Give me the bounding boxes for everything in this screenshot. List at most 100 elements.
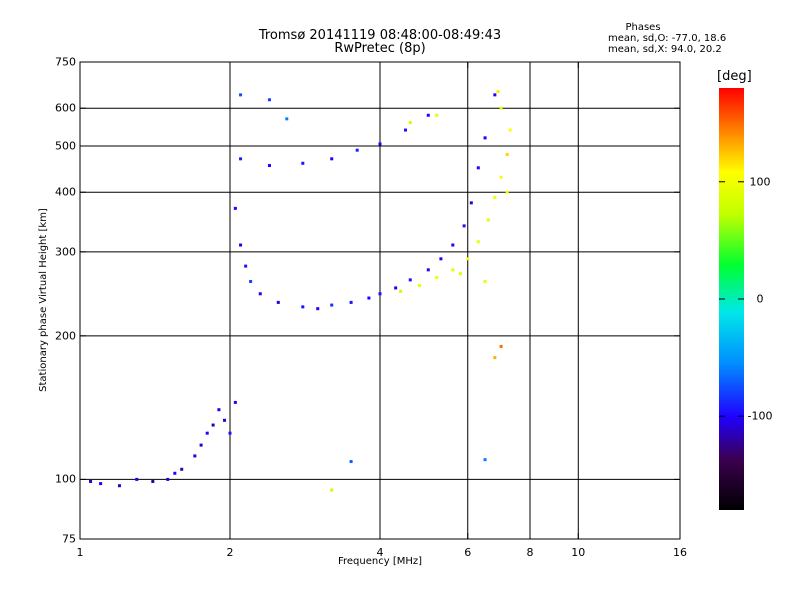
data-point <box>244 264 248 268</box>
data-point <box>151 479 155 483</box>
data-point <box>399 289 403 293</box>
data-point <box>426 113 430 117</box>
data-point <box>462 224 466 228</box>
data-point <box>451 243 455 247</box>
data-point <box>239 243 243 247</box>
data-point <box>476 240 480 244</box>
data-point <box>233 400 237 404</box>
colorbar-tick-label: 0 <box>756 292 764 306</box>
data-point <box>199 443 203 447</box>
data-point <box>499 344 503 348</box>
data-point <box>403 128 407 132</box>
data-point <box>466 257 470 261</box>
data-point <box>316 307 320 311</box>
stats-title: Phases <box>625 22 661 33</box>
data-point <box>349 300 353 304</box>
data-point <box>499 175 503 179</box>
data-point <box>301 161 305 165</box>
data-point <box>173 471 177 475</box>
chart-subtitle: RwPretec (8p) <box>334 41 426 56</box>
data-point <box>223 418 227 422</box>
y-tick-label: 600 <box>55 101 76 115</box>
data-point <box>408 121 412 125</box>
x-tick-label: 16 <box>673 546 687 559</box>
points-layer <box>89 90 512 492</box>
colorbar-tick-label: -100 <box>747 409 773 423</box>
data-point <box>508 128 512 132</box>
data-point <box>330 303 334 307</box>
data-point <box>193 454 197 458</box>
chart-title: Tromsø 20141119 08:48:00-08:49:43 <box>258 28 502 43</box>
data-point <box>367 296 371 300</box>
data-point <box>267 98 271 102</box>
data-point <box>493 356 497 360</box>
data-point <box>435 113 439 117</box>
data-point <box>217 408 221 412</box>
data-point <box>135 477 139 481</box>
stats-o: mean, sd,O: -77.0, 18.6 <box>608 33 727 44</box>
x-tick-label: 1 <box>76 546 84 559</box>
ticks-layer <box>79 61 681 540</box>
data-point <box>499 106 503 110</box>
colorbar-title: [deg] <box>717 69 752 84</box>
y-tick-label: 100 <box>55 472 76 486</box>
grid-layer <box>80 62 680 539</box>
y-tick-label: 400 <box>55 185 76 199</box>
data-point <box>330 157 334 161</box>
x-tick-label: 8 <box>526 546 534 559</box>
data-point <box>417 283 421 287</box>
data-point <box>249 279 253 283</box>
data-point <box>117 484 121 488</box>
data-point <box>496 90 500 94</box>
data-point <box>276 300 280 304</box>
data-point <box>205 431 209 435</box>
data-point <box>233 206 237 210</box>
x-axis-label: Frequency [MHz] <box>337 556 423 567</box>
data-point <box>285 117 289 121</box>
x-tick-label: 6 <box>464 546 472 559</box>
y-tick-label: 75 <box>62 532 76 546</box>
data-point <box>458 272 462 276</box>
data-point <box>451 268 455 272</box>
data-point <box>228 431 232 435</box>
data-point <box>469 201 473 205</box>
data-point <box>505 190 509 194</box>
data-point <box>483 458 487 462</box>
stats-x: mean, sd,X: 94.0, 20.2 <box>608 44 722 55</box>
data-point <box>211 423 215 427</box>
data-point <box>378 292 382 296</box>
data-point <box>493 195 497 199</box>
x-tick-label: 10 <box>571 546 586 559</box>
y-axis-label: Stationary phase Virtual Height [km] <box>38 208 49 392</box>
data-point <box>180 467 184 471</box>
x-tick-label: 4 <box>376 546 384 559</box>
colorbar-tick-label: 100 <box>749 175 771 189</box>
data-point <box>486 218 490 222</box>
data-point <box>239 93 243 97</box>
y-tick-label: 300 <box>55 245 76 259</box>
data-point <box>166 477 170 481</box>
x-tick-label: 2 <box>226 546 234 559</box>
data-point <box>493 93 497 97</box>
data-point <box>301 305 305 309</box>
colorbar-ticks <box>719 181 744 417</box>
data-point <box>394 286 398 290</box>
data-point <box>426 268 430 272</box>
data-point <box>483 279 487 283</box>
y-tick-label: 750 <box>55 55 76 69</box>
data-point <box>483 136 487 140</box>
data-point <box>89 479 93 483</box>
data-point <box>439 257 443 261</box>
y-tick-label: 500 <box>55 139 76 153</box>
data-point <box>267 164 271 168</box>
data-point <box>408 278 412 282</box>
data-point <box>355 148 359 152</box>
data-point <box>330 488 334 492</box>
data-point <box>99 482 103 486</box>
data-point <box>378 142 382 146</box>
data-point <box>349 460 353 464</box>
y-tick-label: 200 <box>55 329 76 343</box>
data-point <box>258 292 262 296</box>
data-point <box>435 276 439 280</box>
